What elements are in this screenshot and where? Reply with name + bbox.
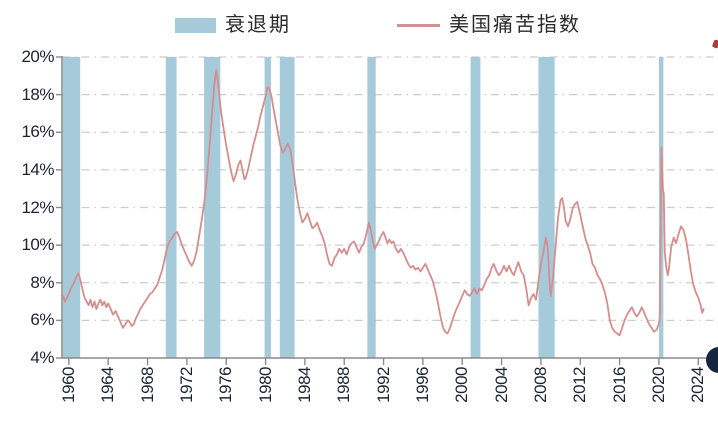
x-tick-label: 2020 (648, 367, 668, 403)
y-tick-label: 10% (21, 235, 54, 255)
recession-band-swatch (175, 17, 216, 33)
x-tick-label: 1988 (334, 367, 354, 403)
recession-band (538, 57, 555, 358)
legend-series-label: 美国痛苦指数 (449, 14, 581, 36)
axes-group (56, 56, 710, 365)
recession-band (165, 57, 177, 358)
x-tick-label: 1980 (255, 367, 275, 403)
y-tick-label: 14% (21, 159, 54, 179)
misery-index-line (62, 69, 705, 337)
x-tick-label: 1992 (373, 367, 393, 403)
recession-band (367, 57, 376, 358)
x-tick-label: 2012 (570, 367, 590, 403)
cropped-corner-mark (711, 39, 718, 49)
x-tick-label: 1968 (137, 367, 157, 403)
x-tick-label: 2024 (688, 367, 708, 403)
legend-item-recession: 衰退期 (175, 14, 291, 36)
x-tick-label: 1960 (58, 367, 78, 403)
recession-band (470, 57, 481, 358)
gridlines-group (62, 56, 714, 321)
recession-band (204, 57, 221, 358)
recession-band (62, 57, 81, 358)
recession-band (264, 57, 271, 358)
y-tick-label: 20% (21, 47, 54, 66)
series-line-swatch (397, 23, 440, 27)
y-tick-label: 8% (30, 272, 54, 292)
y-tick-label: 6% (30, 310, 54, 330)
x-tick-label: 1972 (176, 367, 196, 403)
recession-bands-group (62, 57, 664, 358)
y-tick-label: 18% (21, 84, 54, 104)
cropped-page-bullet (706, 347, 718, 373)
x-tick-label: 1984 (294, 367, 314, 403)
x-tick-label: 2008 (530, 367, 550, 403)
x-tick-label: 2004 (491, 367, 511, 403)
y-tick-label: 4% (30, 348, 54, 367)
legend-recession-label: 衰退期 (225, 14, 291, 36)
y-tick-label: 16% (21, 122, 54, 142)
legend-item-series: 美国痛苦指数 (397, 14, 581, 36)
x-tick-label: 2000 (452, 367, 472, 403)
y-tick-label: 12% (21, 197, 54, 217)
x-tick-label: 1976 (216, 367, 236, 403)
x-tick-label: 1964 (98, 367, 118, 403)
legend: 衰退期 美国痛苦指数 (0, 0, 718, 44)
recession-band (279, 57, 295, 358)
x-tick-label: 2016 (609, 367, 629, 403)
x-tick-label: 1996 (412, 367, 432, 403)
